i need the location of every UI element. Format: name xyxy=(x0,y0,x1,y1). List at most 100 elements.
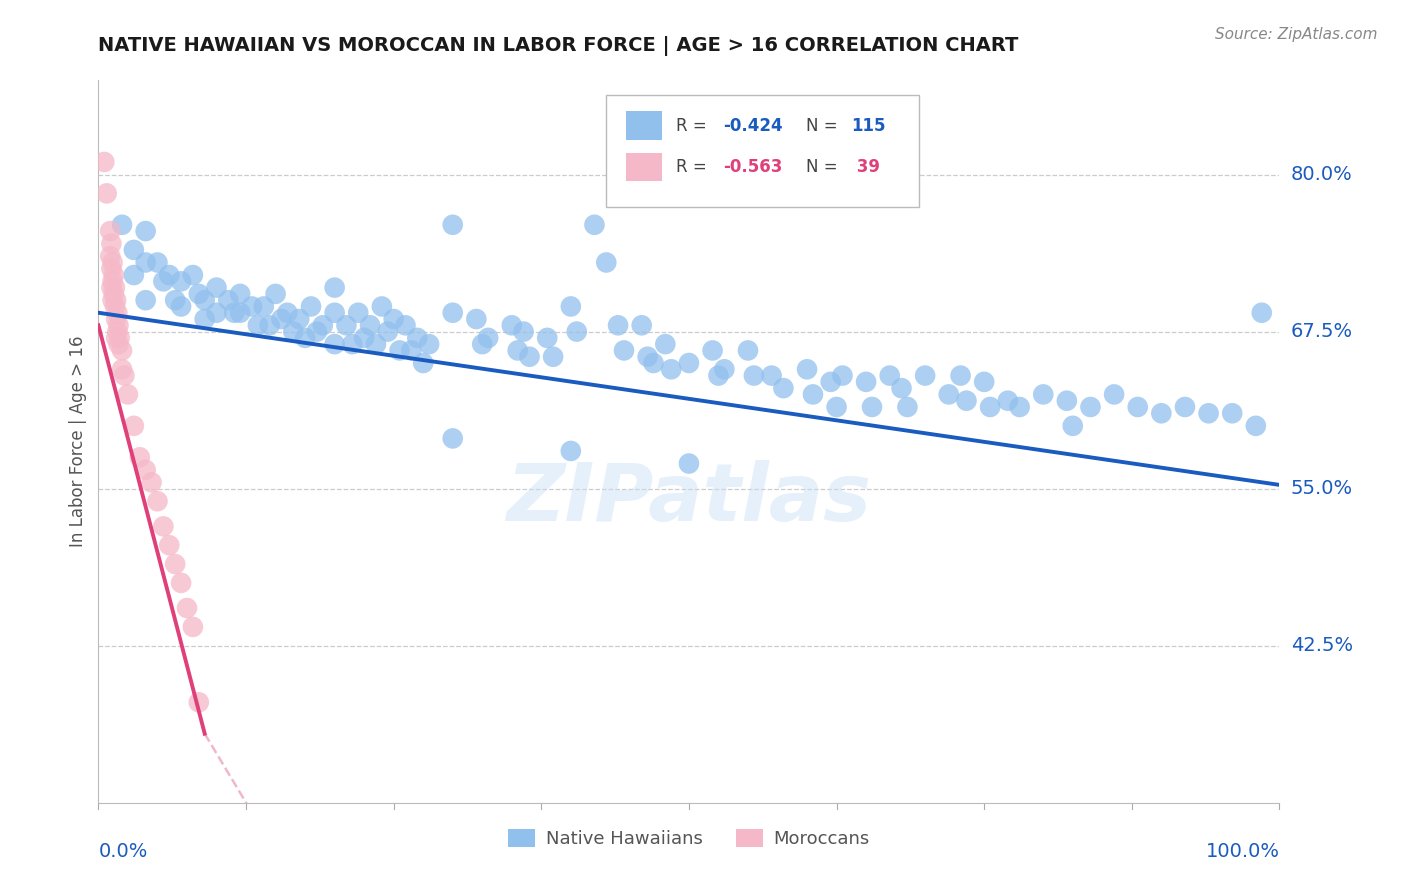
Point xyxy=(112,368,135,383)
Point xyxy=(565,325,588,339)
Text: 115: 115 xyxy=(851,117,886,135)
Point xyxy=(294,331,316,345)
Point xyxy=(135,463,157,477)
Point xyxy=(276,306,298,320)
Point xyxy=(157,268,180,282)
Text: R =: R = xyxy=(676,158,711,176)
Point xyxy=(997,393,1019,408)
Point xyxy=(205,306,228,320)
Point xyxy=(187,286,209,301)
Point xyxy=(401,343,423,358)
Point xyxy=(170,575,193,590)
Legend: Native Hawaiians, Moroccans: Native Hawaiians, Moroccans xyxy=(501,822,877,855)
Point xyxy=(879,368,901,383)
Point xyxy=(1198,406,1220,420)
Text: 55.0%: 55.0% xyxy=(1291,479,1353,498)
Point xyxy=(820,375,842,389)
Point xyxy=(477,331,499,345)
Text: -0.424: -0.424 xyxy=(723,117,783,135)
Point xyxy=(707,368,730,383)
Text: ZIPatlas: ZIPatlas xyxy=(506,460,872,539)
Point xyxy=(441,431,464,445)
Point xyxy=(122,418,145,433)
Point xyxy=(141,475,163,490)
Point xyxy=(613,343,636,358)
Point xyxy=(117,387,139,401)
Point xyxy=(270,312,292,326)
Point xyxy=(831,368,853,383)
Text: 0.0%: 0.0% xyxy=(98,842,148,861)
Point xyxy=(101,255,124,269)
Bar xyxy=(626,112,662,140)
Text: R =: R = xyxy=(676,117,711,135)
Point xyxy=(659,362,682,376)
Point xyxy=(371,300,394,314)
Point xyxy=(702,343,724,358)
Point xyxy=(394,318,416,333)
Point xyxy=(825,400,848,414)
Point xyxy=(560,444,582,458)
Point xyxy=(1250,306,1272,320)
Point xyxy=(104,280,127,294)
Point xyxy=(165,293,187,308)
Point xyxy=(335,318,357,333)
Point xyxy=(949,368,972,383)
Text: NATIVE HAWAIIAN VS MOROCCAN IN LABOR FORCE | AGE > 16 CORRELATION CHART: NATIVE HAWAIIAN VS MOROCCAN IN LABOR FOR… xyxy=(98,36,1019,55)
Point xyxy=(1244,418,1267,433)
Point xyxy=(973,375,995,389)
Point xyxy=(441,218,464,232)
Point xyxy=(105,325,128,339)
Point xyxy=(630,318,652,333)
Point xyxy=(205,280,228,294)
Point xyxy=(406,331,429,345)
Point xyxy=(323,280,346,294)
Point xyxy=(146,255,169,269)
Point xyxy=(583,218,606,232)
Point xyxy=(229,286,252,301)
Point xyxy=(194,312,217,326)
Point xyxy=(914,368,936,383)
Point xyxy=(678,457,700,471)
Point xyxy=(224,306,246,320)
Point xyxy=(796,362,818,376)
Point xyxy=(761,368,783,383)
Point xyxy=(107,318,129,333)
Point xyxy=(860,400,883,414)
Point xyxy=(737,343,759,358)
Point xyxy=(103,268,125,282)
Point xyxy=(135,255,157,269)
Point xyxy=(305,325,328,339)
Point xyxy=(607,318,630,333)
Point xyxy=(100,261,122,276)
Point xyxy=(678,356,700,370)
Point xyxy=(128,450,150,465)
Point xyxy=(135,293,157,308)
Point xyxy=(122,268,145,282)
Text: 39: 39 xyxy=(851,158,880,176)
Point xyxy=(105,306,128,320)
Point xyxy=(512,325,534,339)
Point xyxy=(560,300,582,314)
Point xyxy=(101,274,124,288)
FancyBboxPatch shape xyxy=(606,95,920,207)
Point xyxy=(1062,418,1084,433)
Point xyxy=(105,293,128,308)
Point xyxy=(1056,393,1078,408)
Point xyxy=(506,343,529,358)
Point xyxy=(896,400,918,414)
Point xyxy=(465,312,488,326)
Point xyxy=(181,620,204,634)
Point xyxy=(194,293,217,308)
Point xyxy=(299,300,322,314)
Point xyxy=(152,519,174,533)
Point xyxy=(501,318,523,333)
Point xyxy=(1032,387,1054,401)
Point xyxy=(979,400,1001,414)
Point xyxy=(101,293,124,308)
Point xyxy=(217,293,239,308)
Text: Source: ZipAtlas.com: Source: ZipAtlas.com xyxy=(1215,27,1378,42)
Text: 67.5%: 67.5% xyxy=(1291,322,1353,341)
Point xyxy=(541,350,564,364)
Point xyxy=(246,318,269,333)
Text: 42.5%: 42.5% xyxy=(1291,636,1353,656)
